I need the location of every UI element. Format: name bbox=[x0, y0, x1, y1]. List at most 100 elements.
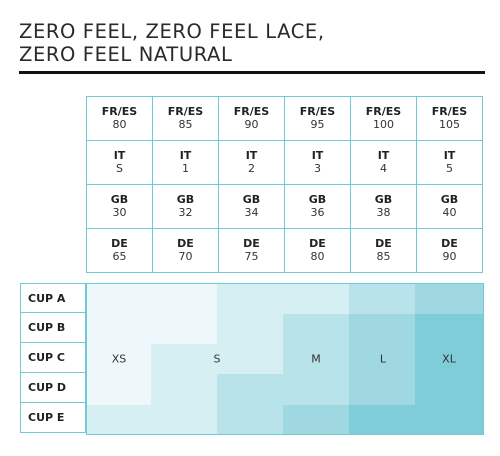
cell-system-label: FR/ES bbox=[233, 105, 270, 118]
table-cell: FR/ES 105 bbox=[416, 96, 483, 141]
cell-size-value: 38 bbox=[376, 206, 391, 219]
table-cell: GB 30 bbox=[86, 184, 153, 229]
size-matrix: XS S M L XL bbox=[86, 283, 484, 435]
table-cell: IT 5 bbox=[416, 140, 483, 185]
table-cell: GB 34 bbox=[218, 184, 285, 229]
cell-size-value: 90 bbox=[442, 250, 457, 263]
cell-size-value: 5 bbox=[446, 162, 453, 175]
cup-label-b: CUP B bbox=[20, 313, 86, 343]
size-label-m: M bbox=[311, 352, 321, 366]
cup-label-d: CUP D bbox=[20, 373, 86, 403]
size-label-l: L bbox=[379, 352, 387, 366]
title-line-2: ZERO FEEL NATURAL bbox=[19, 43, 233, 66]
region-m-top bbox=[217, 284, 349, 314]
cell-system-label: FR/ES bbox=[365, 105, 402, 118]
cell-system-label: GB bbox=[242, 193, 261, 206]
cell-size-value: 3 bbox=[314, 162, 321, 175]
region-s-mid bbox=[217, 314, 283, 374]
cell-size-value: 2 bbox=[248, 162, 255, 175]
table-cell: IT 2 bbox=[218, 140, 285, 185]
cell-size-value: S bbox=[116, 162, 123, 175]
cell-size-value: 36 bbox=[310, 206, 325, 219]
cell-system-label: GB bbox=[176, 193, 195, 206]
region-xl-top bbox=[415, 284, 483, 314]
cell-system-label: DE bbox=[375, 237, 392, 250]
cell-size-value: 105 bbox=[439, 118, 460, 131]
table-cell: GB 38 bbox=[350, 184, 417, 229]
region-s-bottom bbox=[87, 405, 217, 434]
cell-system-label: GB bbox=[374, 193, 393, 206]
cell-system-label: IT bbox=[113, 149, 126, 162]
table-cell: FR/ES 80 bbox=[86, 96, 153, 141]
table-row: FR/ES 80 FR/ES 85 FR/ES 90 FR/ES 95 FR/ES 100 FR/E… bbox=[86, 96, 483, 141]
table-cell: IT S bbox=[86, 140, 153, 185]
size-conversion-table: FR/ES 80 FR/ES 85 FR/ES 90 FR/ES 95 FR/ES 100 FR/E… bbox=[86, 96, 483, 273]
table-cell: DE 80 bbox=[284, 228, 351, 273]
cell-size-value: 32 bbox=[178, 206, 193, 219]
cup-label-a: CUP A bbox=[20, 283, 86, 313]
table-cell: DE 70 bbox=[152, 228, 219, 273]
cell-size-value: 95 bbox=[310, 118, 325, 131]
table-row: GB 30 GB 32 GB 34 GB 36 GB 38 GB 40 bbox=[86, 184, 483, 229]
table-cell: IT 3 bbox=[284, 140, 351, 185]
cell-system-label: IT bbox=[311, 149, 324, 162]
table-cell: DE 65 bbox=[86, 228, 153, 273]
table-cell: FR/ES 85 bbox=[152, 96, 219, 141]
size-label-xl: XL bbox=[442, 352, 456, 366]
region-l-left bbox=[283, 405, 349, 434]
cell-size-value: 75 bbox=[244, 250, 259, 263]
cup-label-c: CUP C bbox=[20, 343, 86, 373]
cell-size-value: 40 bbox=[442, 206, 457, 219]
region-m-left bbox=[217, 374, 283, 434]
size-label-xs: XS bbox=[111, 352, 127, 366]
cell-system-label: GB bbox=[440, 193, 459, 206]
cell-system-label: IT bbox=[179, 149, 192, 162]
region-xs-fill2 bbox=[151, 284, 217, 344]
cell-system-label: FR/ES bbox=[101, 105, 138, 118]
page-title: ZERO FEEL, ZERO FEEL LACE, ZERO FEEL NAT… bbox=[19, 20, 479, 66]
size-label-s: S bbox=[213, 352, 221, 366]
table-row: DE 65 DE 70 DE 75 DE 80 DE 85 DE 90 bbox=[86, 228, 483, 273]
table-cell: DE 90 bbox=[416, 228, 483, 273]
table-cell: DE 75 bbox=[218, 228, 285, 273]
cell-system-label: DE bbox=[111, 237, 128, 250]
cell-size-value: 80 bbox=[310, 250, 325, 263]
table-cell: IT 1 bbox=[152, 140, 219, 185]
cell-size-value: 90 bbox=[244, 118, 259, 131]
cell-system-label: IT bbox=[443, 149, 456, 162]
table-cell: FR/ES 90 bbox=[218, 96, 285, 141]
region-xl-left bbox=[349, 405, 415, 434]
cell-system-label: FR/ES bbox=[167, 105, 204, 118]
table-cell: GB 40 bbox=[416, 184, 483, 229]
cell-size-value: 65 bbox=[112, 250, 127, 263]
cell-system-label: IT bbox=[377, 149, 390, 162]
cup-labels: CUP A CUP B CUP C CUP D CUP E bbox=[20, 283, 86, 433]
cup-label-e: CUP E bbox=[20, 403, 86, 433]
table-cell: DE 85 bbox=[350, 228, 417, 273]
cell-system-label: DE bbox=[243, 237, 260, 250]
cell-size-value: 70 bbox=[178, 250, 193, 263]
cell-size-value: 85 bbox=[178, 118, 193, 131]
cell-system-label: DE bbox=[177, 237, 194, 250]
table-cell: FR/ES 100 bbox=[350, 96, 417, 141]
cell-size-value: 34 bbox=[244, 206, 259, 219]
table-cell: GB 36 bbox=[284, 184, 351, 229]
cell-system-label: GB bbox=[110, 193, 129, 206]
region-l-top bbox=[349, 284, 415, 314]
cell-system-label: IT bbox=[245, 149, 258, 162]
table-cell: IT 4 bbox=[350, 140, 417, 185]
cell-size-value: 85 bbox=[376, 250, 391, 263]
region-xs-fill bbox=[87, 284, 151, 405]
title-divider bbox=[19, 71, 485, 74]
table-row: IT S IT 1 IT 2 IT 3 IT 4 IT 5 bbox=[86, 140, 483, 185]
cell-system-label: FR/ES bbox=[431, 105, 468, 118]
table-cell: FR/ES 95 bbox=[284, 96, 351, 141]
cell-size-value: 4 bbox=[380, 162, 387, 175]
region-xl bbox=[415, 314, 483, 434]
cell-size-value: 1 bbox=[182, 162, 189, 175]
cell-system-label: DE bbox=[441, 237, 458, 250]
title-line-1: ZERO FEEL, ZERO FEEL LACE, bbox=[19, 20, 325, 43]
cell-size-value: 100 bbox=[373, 118, 394, 131]
cell-system-label: DE bbox=[309, 237, 326, 250]
cell-system-label: FR/ES bbox=[299, 105, 336, 118]
